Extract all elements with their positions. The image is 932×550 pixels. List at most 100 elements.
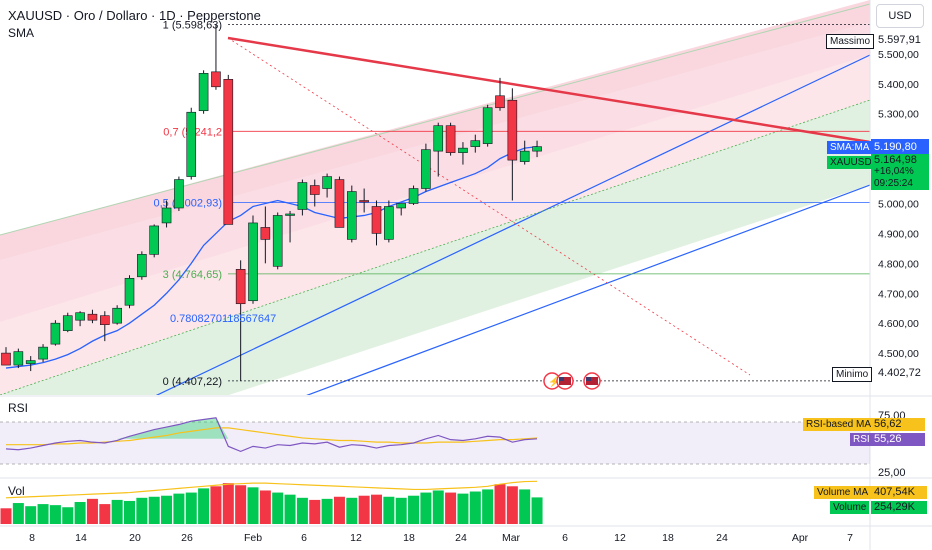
event-icons[interactable]: ⚡	[543, 372, 601, 390]
candle-down	[211, 71, 221, 88]
volume-bar-up	[247, 487, 259, 524]
channel-line-top	[0, 3, 870, 236]
volume-bar-up	[148, 496, 160, 524]
candle-down	[223, 79, 234, 225]
candle-down	[334, 179, 345, 228]
rsi-pane-label[interactable]: RSI	[8, 401, 29, 415]
volume-bar-up	[49, 505, 61, 524]
rsi-ma-value: 56,62	[871, 418, 925, 431]
candle-up	[50, 322, 61, 345]
time-tick-label: 18	[403, 532, 415, 544]
time-axis[interactable]: 8 14 20 26 Feb 6 12 18 24 Mar 6 12 18 24 Apr 7	[29, 532, 853, 544]
change-percent: +16,04%	[874, 166, 914, 177]
minimo-value: 4.402,72	[878, 367, 921, 379]
sma-ma-value: 5.190,80	[871, 139, 929, 155]
candle-up	[519, 150, 530, 162]
time-tick-label: 12	[350, 532, 362, 544]
price-tick-label: 5.300,00	[878, 109, 919, 121]
channel-mid-upper-band	[0, 55, 870, 395]
time-tick-label: 24	[716, 532, 728, 544]
volume-bar-up	[173, 493, 185, 524]
candle-up	[396, 203, 407, 209]
candle-up	[297, 182, 308, 210]
volume-bar-up	[346, 497, 358, 524]
volume-bar-down	[259, 490, 271, 524]
rsi-value-label: RSI	[850, 433, 873, 446]
symbol-title[interactable]: XAUUSD · Oro / Dollaro · 1D · Pepperston…	[8, 8, 261, 23]
volume-bar-up	[272, 492, 284, 524]
volume-bar-down	[494, 484, 506, 524]
candle-up	[458, 147, 468, 153]
red-trend-line[interactable]	[227, 36, 871, 144]
volume-bar-up	[62, 507, 74, 524]
time-tick-label: 7	[847, 532, 853, 544]
volume-value: 254,29K	[871, 501, 927, 514]
volume-bar-up	[161, 495, 173, 524]
time-tick-label: 14	[75, 532, 87, 544]
candle-up	[62, 315, 73, 331]
rsi-value: 55,26	[871, 433, 925, 446]
volume-pane-label[interactable]: Vol	[8, 484, 25, 498]
sma-ma-label: SMA:MA	[827, 141, 873, 154]
candle-down	[309, 185, 320, 195]
volume-bar-up	[12, 503, 24, 524]
volume-bar-down	[235, 485, 247, 524]
candle-down	[1, 352, 11, 366]
massimo-value: 5.597,91	[878, 34, 921, 46]
channel-upper-band	[0, 0, 870, 322]
volume-bar-up	[420, 492, 432, 524]
time-tick-label: 6	[301, 532, 307, 544]
price-tick-label: 4.900,00	[878, 228, 919, 240]
price-tick-label: 5.500,00	[878, 49, 919, 61]
price-tick-label: 4.600,00	[878, 318, 919, 330]
time-tick-label: Mar	[502, 532, 521, 544]
volume-bar-up	[124, 500, 135, 524]
channel-line-mid	[155, 54, 870, 395]
candle-up	[433, 125, 444, 152]
volume-bar-up	[395, 497, 407, 524]
currency-button[interactable]: USD	[876, 4, 924, 28]
last-price-box: 5.164,98 +16,04% 09:25:24	[871, 154, 929, 190]
candle-up	[112, 307, 122, 324]
candle-down	[359, 200, 369, 203]
candle-down	[260, 227, 271, 240]
candle-up	[25, 360, 36, 364]
volume-bar-down	[0, 508, 12, 524]
volume-bar-down	[309, 499, 321, 524]
volume-bar-up	[37, 504, 49, 524]
candle-up	[75, 312, 85, 321]
sma-indicator-label[interactable]: SMA	[8, 26, 35, 40]
volume-bar-up	[469, 491, 481, 524]
candle-up	[186, 111, 197, 177]
price-tick-label: 4.500,00	[878, 348, 919, 360]
candle-down	[371, 206, 382, 234]
candle-up	[408, 188, 419, 204]
price-axis[interactable]: 5.500,005.400,005.300,005.200,005.000,00…	[878, 49, 919, 360]
rsi-ma-label: RSI-based MA	[803, 418, 875, 431]
candle-up	[322, 176, 332, 189]
candle-up	[285, 213, 295, 216]
volume-ma-line	[5, 480, 538, 499]
volume-bar-up	[321, 498, 333, 524]
volume-bar-down	[86, 498, 98, 524]
volume-bar-down	[358, 495, 370, 524]
rsi-line	[5, 417, 538, 453]
rsi-band	[0, 422, 870, 464]
fib-diagonal-line	[227, 37, 751, 376]
time-tick-label: 6	[562, 532, 568, 544]
time-tick-label: Apr	[792, 532, 809, 544]
time-tick-label: 8	[29, 532, 35, 544]
candle-up	[482, 107, 493, 144]
volume-bar-down	[222, 483, 234, 524]
price-tick-label: 5.400,00	[878, 79, 919, 91]
candle-down	[507, 99, 518, 161]
channel-line-low	[306, 184, 870, 395]
candle-up	[272, 215, 283, 267]
volume-bar-up	[136, 497, 148, 524]
volume-bar-up	[383, 496, 395, 524]
volume-bar-up	[519, 489, 531, 524]
candle-up	[384, 206, 394, 240]
time-tick-label: Feb	[244, 532, 262, 544]
volume-bar-down	[445, 492, 457, 524]
